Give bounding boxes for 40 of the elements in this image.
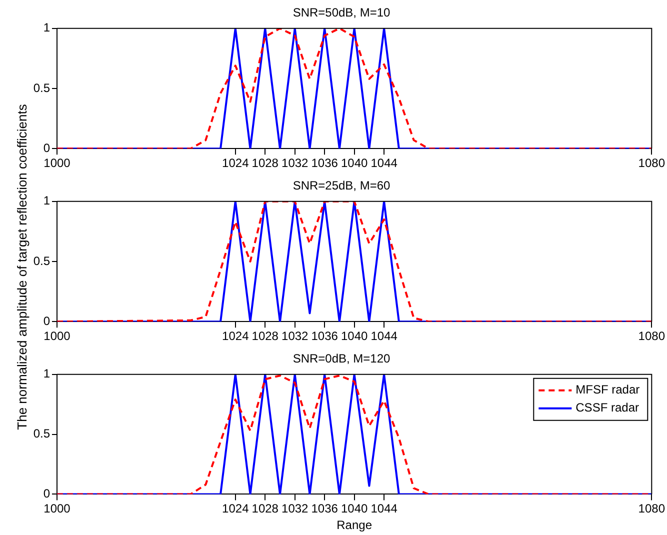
y-tick-label: 1 [43,20,50,35]
x-tick-label: 1080 [638,156,666,170]
x-tick-label: 1044 [370,156,398,170]
y-tick-label: 0.5 [33,426,50,441]
x-tick-label: 1024 [222,156,250,170]
y-tick-label: 0 [43,314,50,328]
x-tick-label: 1036 [311,329,338,344]
y-tick-label: 1 [43,194,50,208]
x-tick-label: 1024 [222,502,250,516]
chart-title: SNR=0dB, M=120 [292,352,391,366]
x-tick-label: 1028 [252,156,279,170]
x-tick-label: 1032 [282,502,309,516]
x-tick-label: 1032 [282,329,309,344]
x-tick-label: 1000 [44,156,71,170]
x-tick-label: 1044 [370,329,398,344]
x-tick-label: 1036 [311,502,338,516]
x-tick-label: 1000 [44,329,71,344]
y-tick-label: 0 [43,486,50,501]
chart-title: SNR=50dB, M=10 [292,6,391,20]
y-tick-label: 0.5 [33,254,50,268]
legend-label: CSSF radar [576,400,640,415]
x-tick-label: 1040 [340,502,368,516]
x-tick-label: 1000 [44,502,71,516]
y-tick-label: 0 [43,140,50,155]
x-tick-label: 1040 [340,329,368,344]
x-tick-label: 1028 [252,329,279,344]
x-tick-label: 1036 [311,156,338,170]
y-tick-label: 0.5 [33,80,50,95]
x-tick-label: 1032 [282,156,309,170]
x-tick-label: 1024 [222,329,250,344]
legend-label: MFSF radar [576,382,640,397]
x-tick-label: 1040 [340,156,368,170]
x-tick-label: 1044 [370,502,398,516]
y-axis-title: The normalized amplitude of target reflection coefficients [14,104,30,430]
y-tick-label: 1 [43,366,50,381]
x-tick-label: 1028 [252,502,279,516]
x-axis-title: Range [336,518,372,532]
x-tick-label: 1080 [638,502,666,516]
x-tick-label: 1080 [638,329,666,344]
chart-title: SNR=25dB, M=60 [292,178,391,193]
